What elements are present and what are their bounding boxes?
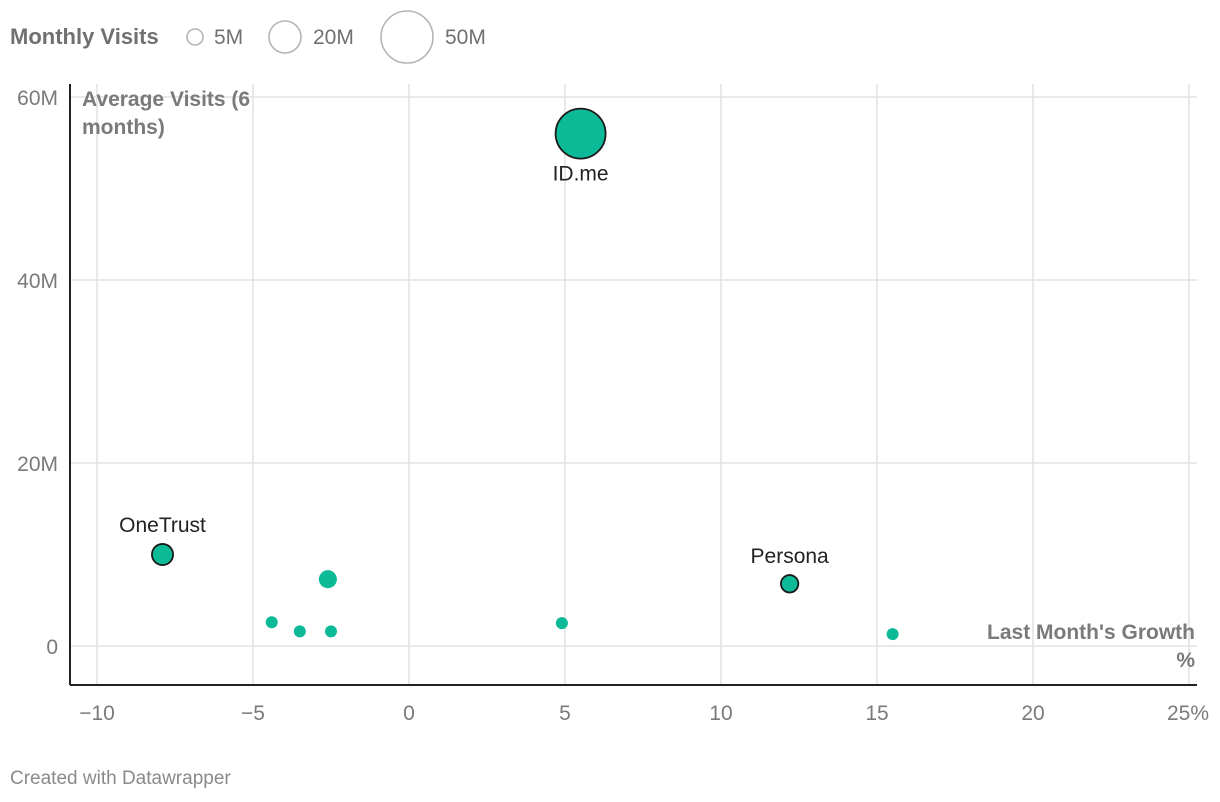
- x-gridlines: [96, 84, 1190, 685]
- y-gridlines: [70, 96, 1197, 647]
- point-labels: ID.me OneTrust Persona: [119, 163, 829, 568]
- point-label-onetrust: OneTrust: [119, 514, 206, 537]
- y-tick-label: 20M: [17, 453, 58, 476]
- y-tick-labels: 0 20M 40M 60M: [17, 87, 58, 659]
- x-tick-label: 15: [865, 702, 888, 725]
- point-label-persona: Persona: [751, 545, 830, 568]
- y-axis-title-line: months): [82, 116, 165, 139]
- x-tick-labels: −10 −5 0 5 10 15 20 25%: [79, 702, 1209, 725]
- data-point: [318, 570, 337, 589]
- x-tick-label: −10: [79, 702, 115, 725]
- data-point-onetrust: [151, 543, 174, 566]
- legend-circle-20m: [268, 20, 302, 54]
- y-axis-title-line: Average Visits (6: [82, 88, 250, 111]
- legend-label-20m: 20M: [313, 26, 354, 49]
- legend-label-50m: 50M: [445, 26, 486, 49]
- x-tick-label: −5: [241, 702, 265, 725]
- legend-circle-5m: [186, 28, 204, 46]
- datawrapper-credit: Created with Datawrapper: [10, 768, 231, 789]
- x-tick-label: 20: [1021, 702, 1044, 725]
- axis-titles: Last Month's Growth % Average Visits (6 m…: [82, 88, 1195, 672]
- size-legend: Monthly Visits 5M 20M 50M: [10, 10, 486, 64]
- data-point-persona: [780, 574, 800, 594]
- axes: [69, 84, 1197, 686]
- data-points: [151, 107, 899, 641]
- x-tick-label: 10: [709, 702, 732, 725]
- legend-title: Monthly Visits: [10, 24, 159, 49]
- y-tick-label: 0: [46, 636, 58, 659]
- legend-label-5m: 5M: [214, 26, 243, 49]
- legend-circle-50m: [380, 10, 434, 64]
- data-point: [325, 625, 337, 638]
- x-tick-label: 0: [403, 702, 415, 725]
- x-axis-title: Last Month's Growth: [987, 621, 1195, 644]
- x-axis-unit: %: [1176, 649, 1195, 672]
- point-label-id-me: ID.me: [553, 163, 609, 186]
- data-point: [293, 625, 306, 638]
- data-point: [265, 616, 278, 629]
- data-point: [886, 628, 899, 641]
- data-point-id-me: [554, 107, 607, 160]
- data-point: [555, 617, 568, 630]
- x-tick-label: 5: [559, 702, 571, 725]
- x-tick-label: 25%: [1167, 702, 1209, 725]
- y-tick-label: 60M: [17, 87, 58, 110]
- y-tick-label: 40M: [17, 270, 58, 293]
